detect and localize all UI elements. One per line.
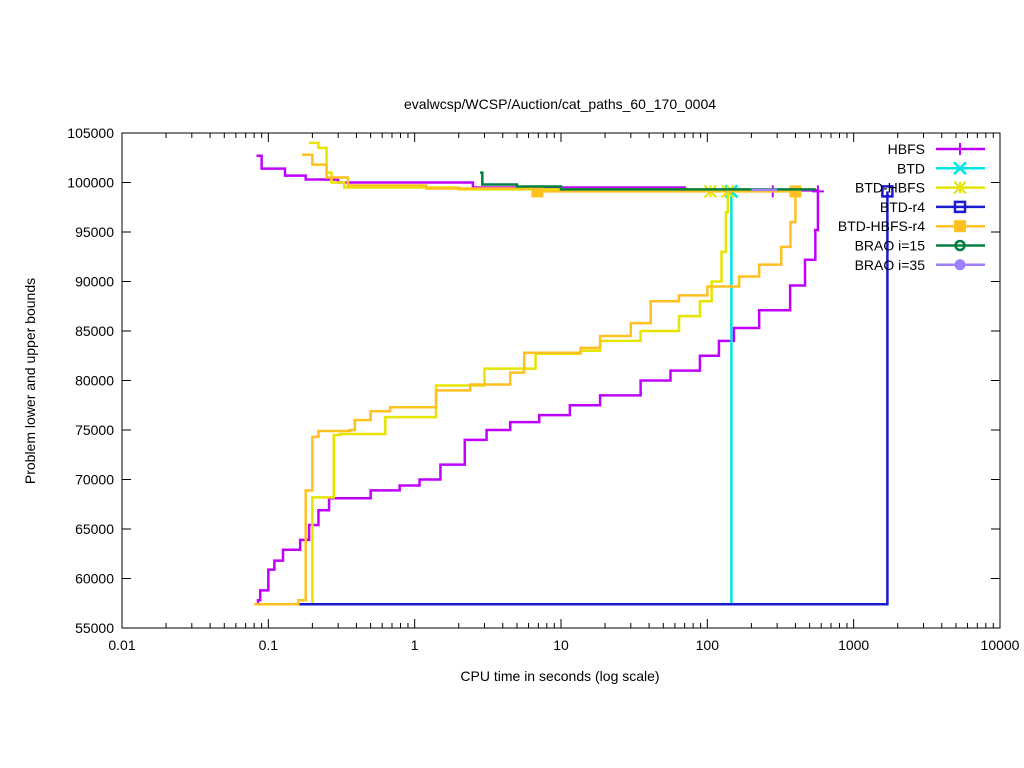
series-brao-i-15 [480,171,816,191]
legend-item: BTD-HBFS-r4 [838,218,985,234]
legend-label: BTD-HBFS [855,180,925,196]
y-tick-label: 95000 [75,224,114,240]
chart-title: evalwcsp/WCSP/Auction/cat_paths_60_170_0… [404,96,716,112]
upper-bound-line [480,171,816,191]
y-tick-label: 60000 [75,571,114,587]
y-tick-label: 65000 [75,521,114,537]
legend-item: HBFS [888,141,985,157]
legend-label: BTD [897,160,925,176]
legend-item: BTD-r4 [880,199,985,215]
legend-marker [954,259,966,271]
data-point-marker [881,185,894,198]
lower-bound-line [256,191,820,606]
legend-marker [953,180,967,195]
y-tick-label: 75000 [75,422,114,438]
legend-label: BRAO i=35 [855,257,926,273]
y-tick-label: 90000 [75,274,114,290]
series-btd-hbfs [261,141,735,606]
legend-marker [954,239,966,252]
x-axis-label: CPU time in seconds (log scale) [460,668,659,684]
x-tick-label: 0.1 [259,637,279,653]
y-tick-label: 80000 [75,373,114,389]
legend-item: BRAO i=35 [855,257,985,273]
lower-bound-line [254,191,797,606]
x-tick-label: 0.01 [108,637,135,653]
data-point-marker [811,185,824,198]
x-tick-label: 10 [553,637,569,653]
x-tick-label: 1000 [838,637,869,653]
lower-bound-line [298,191,889,606]
series-btd-r4 [298,185,894,606]
y-tick-label: 85000 [75,323,114,339]
x-tick-label: 1 [411,637,419,653]
lower-bound-line [261,191,730,606]
legend-item: BTD [897,160,985,176]
legend-marker [954,143,966,155]
legend-marker [954,220,966,233]
series-btd-hbfs-r4 [254,153,802,606]
data-point-marker [789,185,802,198]
legend-item: BRAO i=15 [855,238,985,254]
data-point-marker [531,185,544,198]
y-tick-label: 55000 [75,620,114,636]
y-axis-label: Problem lower and upper bounds [22,278,38,484]
legend-label: BRAO i=15 [855,238,926,254]
legend-item: BTD-HBFS [855,180,985,196]
legend-label: HBFS [888,141,925,157]
series-hbfs [256,154,824,606]
x-tick-label: 10000 [981,637,1020,653]
plot-border [121,132,1001,629]
y-tick-label: 70000 [75,472,114,488]
legend-marker [953,161,967,176]
legend-marker [953,200,967,214]
legend-label: BTD-r4 [880,199,925,215]
x-tick-label: 100 [696,637,720,653]
y-tick-label: 100000 [67,175,114,191]
y-tick-label: 105000 [67,125,114,141]
series-btd [724,184,739,605]
legend-label: BTD-HBFS-r4 [838,218,925,234]
